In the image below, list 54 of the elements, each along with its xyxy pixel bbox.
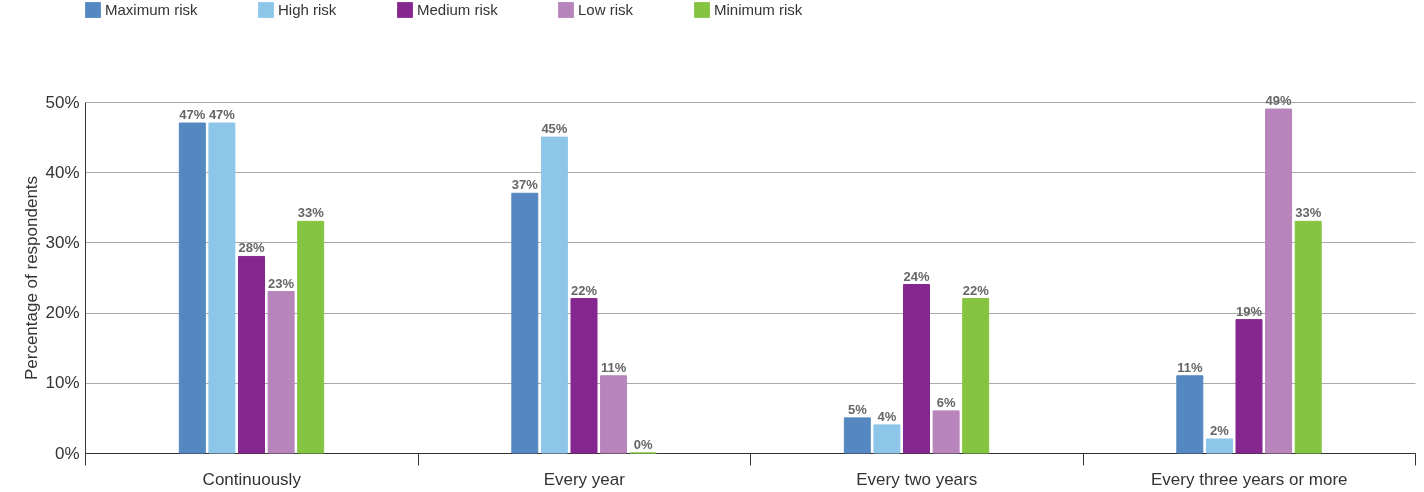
bar	[962, 298, 990, 454]
data-label: 24%	[903, 268, 930, 284]
data-label: 11%	[1177, 359, 1203, 375]
x-tick-label: Every year	[543, 469, 626, 489]
data-label: 37%	[511, 177, 539, 193]
bar	[540, 136, 568, 454]
data-label: 6%	[936, 394, 956, 410]
data-label: 2%	[1210, 422, 1230, 438]
bar	[1265, 108, 1293, 454]
x-tick-label: Continuously	[202, 469, 302, 489]
data-label: 28%	[238, 240, 265, 256]
data-label: 23%	[268, 275, 295, 291]
bar	[238, 255, 265, 454]
bar	[873, 424, 901, 454]
legend-label: Medium risk	[417, 1, 499, 18]
bar	[932, 410, 960, 454]
bar	[267, 291, 295, 454]
data-label: 47%	[208, 107, 236, 123]
y-tick-label: 10%	[45, 373, 80, 393]
bar	[600, 375, 628, 454]
data-label: 11%	[600, 359, 627, 375]
bar	[903, 284, 930, 454]
bar	[843, 417, 871, 454]
bar	[208, 122, 236, 454]
y-axis-title: Percentage of respondents	[22, 175, 42, 381]
legend-label: Maximum risk	[105, 1, 198, 18]
legend-label: Minimum risk	[714, 1, 803, 18]
y-tick-label: 0%	[54, 443, 80, 463]
bar	[1235, 319, 1263, 454]
bar	[1294, 220, 1322, 454]
y-tick-label: 40%	[45, 162, 80, 182]
bar	[1205, 438, 1233, 454]
data-label: 5%	[847, 401, 868, 417]
bar	[297, 220, 325, 454]
bar	[570, 298, 598, 454]
data-label: 22%	[962, 282, 990, 298]
bar	[178, 122, 206, 454]
x-tick-label: Every two years	[856, 469, 978, 489]
x-tick-label: Every three years or more	[1150, 469, 1348, 489]
data-label: 33%	[1295, 205, 1322, 221]
data-label: 33%	[297, 205, 325, 221]
legend-label: Low risk	[578, 1, 634, 18]
bar	[1176, 375, 1204, 454]
y-tick-label: 50%	[45, 92, 80, 112]
bar	[511, 192, 539, 454]
data-label: 47%	[179, 107, 206, 123]
y-tick-label: 30%	[45, 232, 80, 252]
y-tick-label: 20%	[45, 303, 80, 323]
data-label: 45%	[541, 121, 568, 137]
data-label: 4%	[877, 408, 897, 424]
legend-label: High risk	[278, 1, 337, 18]
data-label: 22%	[570, 282, 598, 298]
data-label: 19%	[1235, 303, 1263, 319]
data-label: 0%	[633, 437, 654, 452]
